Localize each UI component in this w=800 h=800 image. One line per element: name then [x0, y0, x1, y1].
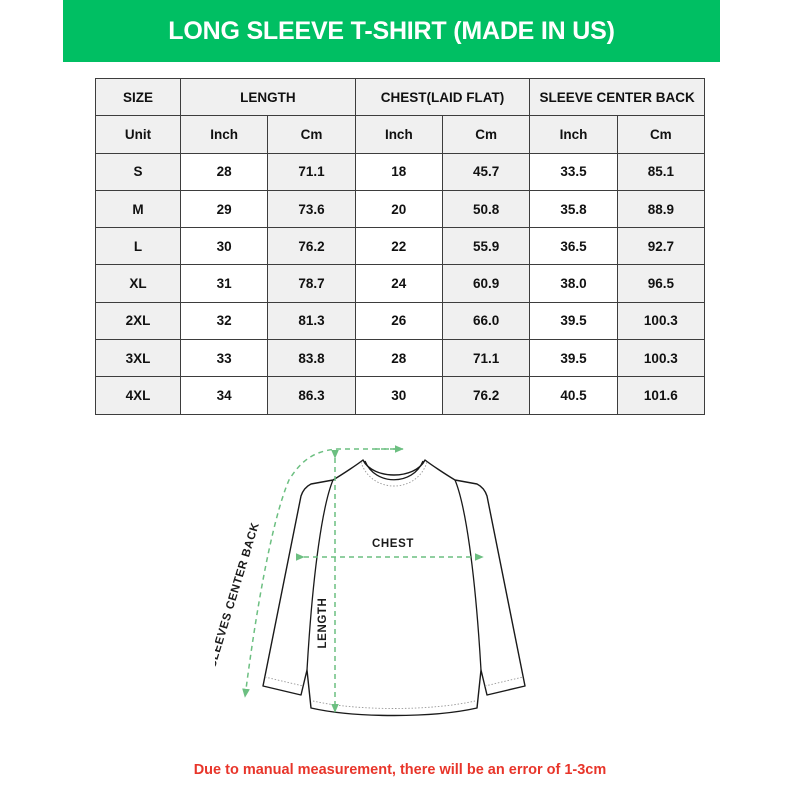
- cell-sleeve_in: 38.0: [529, 264, 618, 303]
- cell-sleeve_cm: 92.7: [616, 227, 706, 266]
- cell-chest_in: 20: [354, 189, 443, 229]
- table-row: L 30 76.2 22 55.9 36.5 92.7: [95, 227, 706, 266]
- cell-size: 4XL: [95, 376, 181, 415]
- cell-size: S: [95, 152, 181, 191]
- unit-header-unit: Unit: [95, 115, 181, 154]
- table-row: 2XL 32 81.3 26 66.0 39.5 100.3: [95, 301, 706, 341]
- cell-length_in: 34: [179, 376, 269, 415]
- cell-length_in: 29: [179, 189, 269, 229]
- cell-size: M: [95, 189, 181, 229]
- title-banner: LONG SLEEVE T-SHIRT (MADE IN US): [63, 0, 720, 62]
- cell-sleeve_in: 39.5: [529, 301, 618, 341]
- unit-header-chest-cm: Cm: [441, 115, 531, 154]
- table-body: S 28 71.1 18 45.7 33.5 85.1 M 29 73.6 20 50.8 35.8 88…: [95, 152, 706, 415]
- table-row: XL 31 78.7 24 60.9 38.0 96.5: [95, 264, 706, 303]
- cell-chest_cm: 71.1: [441, 339, 531, 378]
- cell-chest_cm: 76.2: [441, 376, 531, 415]
- cell-chest_cm: 45.7: [441, 152, 531, 191]
- cell-sleeve_cm: 85.1: [616, 152, 706, 191]
- neckline-stitch-icon: [360, 461, 428, 487]
- table-row: 3XL 33 83.8 28 71.1 39.5 100.3: [95, 339, 706, 378]
- cell-length_cm: 78.7: [267, 264, 356, 303]
- page-title: LONG SLEEVE T-SHIRT (MADE IN US): [168, 16, 615, 45]
- table-unit-header-row: Unit Inch Cm Inch Cm Inch Cm: [95, 115, 706, 154]
- unit-header-chest-inch: Inch: [354, 115, 443, 154]
- measurement-disclaimer: Due to manual measurement, there will be…: [193, 762, 607, 778]
- cell-chest_cm: 66.0: [441, 301, 531, 341]
- cell-sleeve_cm: 96.5: [616, 264, 706, 303]
- cell-sleeve_in: 39.5: [529, 339, 618, 378]
- unit-header-length-inch: Inch: [179, 115, 269, 154]
- size-chart-table-container: SIZE LENGTH CHEST(LAID FLAT) SLEEVE CENT…: [95, 77, 706, 415]
- sleeve-label: SLEEVES CENTER BACK: [215, 521, 262, 669]
- table-row: M 29 73.6 20 50.8 35.8 88.9: [95, 189, 706, 229]
- cell-chest_cm: 50.8: [441, 189, 531, 229]
- cell-sleeve_in: 35.8: [529, 189, 618, 229]
- left-armhole-seam-icon: [306, 479, 334, 671]
- cell-chest_in: 24: [354, 264, 443, 303]
- cell-length_cm: 83.8: [267, 339, 356, 378]
- cell-sleeve_cm: 100.3: [616, 301, 706, 341]
- cell-length_cm: 76.2: [267, 227, 356, 266]
- cell-chest_cm: 60.9: [441, 264, 531, 303]
- chest-label: CHEST: [372, 538, 414, 550]
- table-group-header-row: SIZE LENGTH CHEST(LAID FLAT) SLEEVE CENT…: [95, 77, 705, 117]
- cell-sleeve_cm: 88.9: [616, 189, 706, 229]
- unit-header-sleeve-cm: Cm: [616, 115, 706, 154]
- cell-length_in: 32: [179, 301, 269, 341]
- length-label: LENGTH: [317, 598, 329, 649]
- sleeve-measure-arrow: [242, 445, 404, 698]
- cell-size: 2XL: [95, 301, 181, 341]
- cell-chest_in: 18: [354, 152, 443, 191]
- cell-sleeve_in: 33.5: [529, 152, 618, 191]
- shirt-outline-icon: [262, 459, 526, 717]
- cell-length_in: 33: [179, 339, 269, 378]
- cell-size: 3XL: [95, 339, 181, 378]
- cell-length_in: 28: [179, 152, 269, 191]
- cell-sleeve_in: 40.5: [529, 376, 618, 415]
- table-row: 4XL 34 86.3 30 76.2 40.5 101.6: [95, 376, 706, 415]
- cell-chest_in: 26: [354, 301, 443, 341]
- cell-length_in: 30: [179, 227, 269, 266]
- cell-length_cm: 71.1: [267, 152, 356, 191]
- cell-length_cm: 86.3: [267, 376, 356, 415]
- cell-size: XL: [95, 264, 181, 303]
- cell-chest_cm: 55.9: [441, 227, 531, 266]
- unit-header-length-cm: Cm: [267, 115, 356, 154]
- cell-sleeve_cm: 101.6: [616, 376, 706, 415]
- cell-length_cm: 73.6: [267, 189, 356, 229]
- cell-size: L: [95, 227, 181, 266]
- neckline-icon: [364, 460, 424, 481]
- unit-header-sleeve-inch: Inch: [529, 115, 618, 154]
- cell-length_cm: 81.3: [267, 301, 356, 341]
- cell-chest_in: 30: [354, 376, 443, 415]
- cell-sleeve_in: 36.5: [529, 227, 618, 266]
- table-row: S 28 71.1 18 45.7 33.5 85.1: [95, 152, 706, 191]
- hem-stitch-icon: [312, 700, 476, 709]
- cell-length_in: 31: [179, 264, 269, 303]
- cell-sleeve_cm: 100.3: [616, 339, 706, 378]
- group-header-sleeve: SLEEVE CENTER BACK: [529, 77, 705, 117]
- group-header-chest: CHEST(LAID FLAT): [354, 77, 531, 117]
- group-header-size: SIZE: [95, 77, 181, 117]
- cell-chest_in: 22: [354, 227, 443, 266]
- garment-diagram: CHEST LENGTH SLEEVES CENTER BACK: [215, 418, 595, 748]
- right-armhole-seam-icon: [454, 479, 482, 671]
- size-chart-table: SIZE LENGTH CHEST(LAID FLAT) SLEEVE CENT…: [95, 77, 706, 415]
- group-header-length: LENGTH: [180, 77, 356, 117]
- cell-chest_in: 28: [354, 339, 443, 378]
